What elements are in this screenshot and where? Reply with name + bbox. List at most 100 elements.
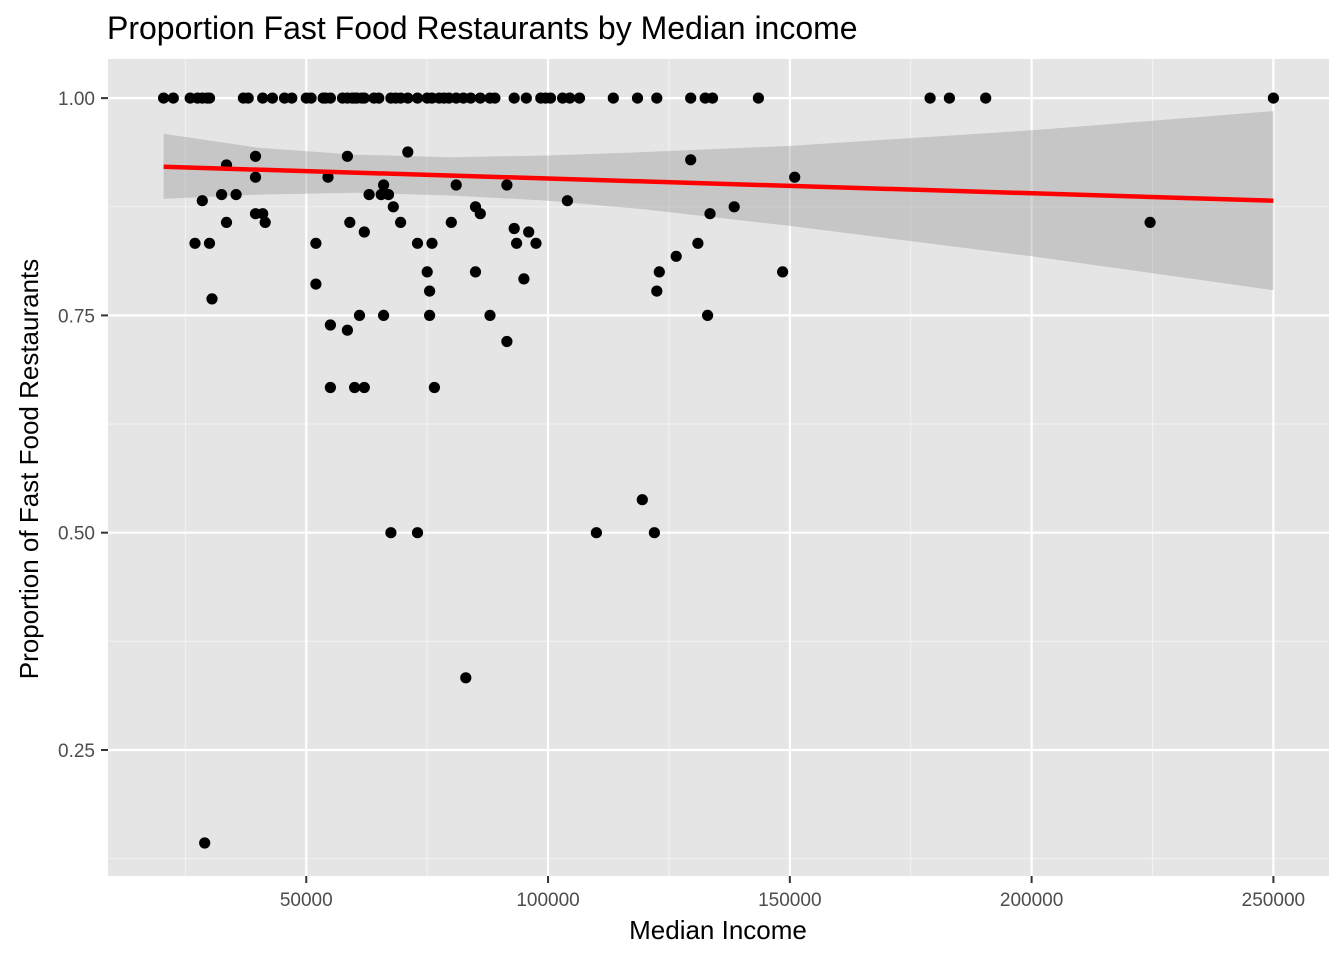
- data-point: [924, 92, 936, 104]
- data-point: [465, 92, 477, 104]
- data-point: [324, 319, 336, 331]
- data-point: [402, 146, 414, 158]
- data-point: [341, 150, 353, 162]
- data-point: [358, 381, 370, 394]
- data-point: [544, 92, 557, 104]
- data-point: [257, 208, 269, 220]
- data-point: [704, 208, 716, 220]
- x-tick-label: 250000: [1242, 890, 1305, 911]
- data-point: [728, 201, 740, 213]
- data-point: [508, 222, 520, 235]
- data-point: [203, 237, 216, 249]
- data-point: [411, 527, 424, 539]
- data-point: [489, 92, 501, 104]
- data-point: [474, 208, 486, 220]
- data-point: [387, 201, 399, 213]
- data-point: [692, 237, 704, 249]
- data-point: [230, 189, 242, 201]
- data-point: [373, 92, 385, 104]
- data-point: [424, 309, 436, 321]
- data-point: [636, 494, 648, 506]
- data-point: [426, 237, 438, 249]
- data-point: [530, 237, 542, 249]
- x-tick-label: 150000: [758, 890, 821, 911]
- data-point: [310, 278, 322, 290]
- data-point: [324, 92, 336, 104]
- data-point: [249, 171, 262, 183]
- data-point: [167, 92, 179, 104]
- data-point: [158, 92, 170, 104]
- data-point: [266, 92, 278, 104]
- data-point: [702, 309, 714, 321]
- x-tick-label: 200000: [1000, 890, 1063, 911]
- y-tick-label: 0.75: [58, 306, 95, 327]
- data-point: [428, 381, 440, 394]
- data-point: [242, 92, 254, 104]
- data-point: [206, 293, 218, 305]
- data-point: [344, 216, 356, 228]
- data-point: [199, 837, 211, 849]
- data-point: [411, 92, 424, 104]
- data-point: [382, 189, 395, 201]
- data-point: [518, 273, 530, 285]
- data-point: [501, 335, 513, 348]
- data-point: [341, 324, 353, 336]
- data-point: [943, 92, 956, 104]
- data-point: [411, 237, 424, 249]
- fit-line-layer: [163, 164, 1274, 203]
- data-point: [685, 92, 697, 104]
- y-axis-title: Proportion of Fast Food Restaurants: [14, 259, 44, 680]
- data-point: [249, 150, 262, 162]
- data-point: [310, 237, 322, 249]
- data-point: [305, 92, 317, 104]
- data-point: [385, 527, 397, 539]
- data-point: [402, 92, 414, 104]
- data-point: [651, 92, 663, 104]
- data-point: [324, 381, 336, 394]
- x-axis: 50000 100000 150000 200000 250000: [280, 876, 1305, 911]
- data-point: [520, 92, 532, 104]
- data-point: [980, 92, 992, 104]
- data-point: [653, 266, 665, 278]
- y-tick-label: 1.00: [58, 89, 95, 110]
- data-point: [322, 171, 334, 183]
- data-point: [508, 92, 520, 104]
- data-point: [203, 92, 216, 104]
- data-point: [286, 92, 298, 104]
- data-point: [752, 92, 765, 104]
- data-point: [395, 216, 407, 228]
- data-point: [670, 250, 682, 262]
- data-point: [501, 179, 513, 191]
- confidence-band: [163, 111, 1274, 291]
- confidence-band-layer: [163, 111, 1274, 291]
- points-layer: [158, 92, 1279, 849]
- data-point: [523, 226, 535, 238]
- data-point: [349, 381, 361, 394]
- fit-line: [163, 164, 1274, 203]
- data-point: [196, 195, 208, 207]
- data-point: [474, 92, 486, 104]
- data-point: [220, 216, 233, 228]
- x-tick-label: 50000: [280, 890, 333, 911]
- data-point: [460, 672, 472, 684]
- data-point: [564, 92, 576, 104]
- data-point: [358, 226, 370, 238]
- data-point: [607, 92, 619, 104]
- data-point: [484, 309, 496, 321]
- data-point: [1144, 216, 1156, 228]
- data-point: [631, 92, 644, 104]
- data-point: [573, 92, 586, 104]
- data-point: [469, 266, 482, 278]
- data-point: [651, 285, 663, 297]
- data-point: [421, 266, 433, 278]
- data-point: [648, 527, 661, 539]
- data-point: [706, 92, 719, 104]
- data-point: [424, 285, 436, 297]
- data-point: [590, 527, 603, 539]
- data-point: [363, 189, 375, 201]
- minor-gridlines: [108, 59, 1329, 876]
- y-axis: 0.25 0.50 0.75 1.00: [58, 89, 108, 762]
- data-point: [510, 237, 523, 249]
- data-point: [445, 216, 457, 228]
